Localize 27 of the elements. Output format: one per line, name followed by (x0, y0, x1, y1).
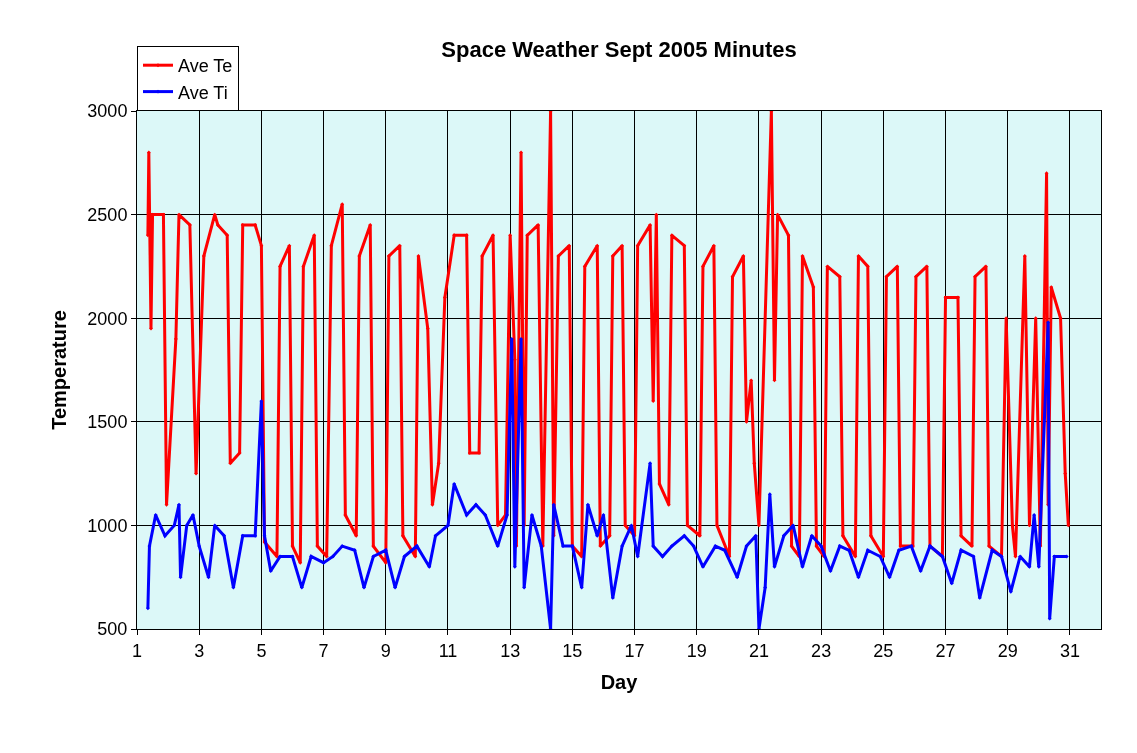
legend-label: Ave Te (178, 56, 233, 77)
x-axis-title: Day (600, 671, 639, 694)
x-tick-label: 13 (500, 640, 521, 661)
y-tick-label: 500 (97, 619, 128, 640)
chart-title: Space Weather Sept 2005 Minutes (441, 36, 797, 62)
y-tick-label: 2500 (87, 204, 128, 225)
x-tick-label: 23 (811, 640, 832, 661)
x-tick-label: 19 (686, 640, 707, 661)
x-tick-label: 1 (131, 640, 143, 661)
x-tick-label: 17 (624, 640, 645, 661)
x-tick-label: 29 (997, 640, 1018, 661)
y-tick-label: 1000 (87, 515, 128, 536)
x-tick-label: 5 (256, 640, 267, 661)
x-tick-label: 7 (318, 640, 329, 661)
x-tick-label: 21 (748, 640, 769, 661)
x-tick-label: 11 (438, 640, 458, 661)
x-tick-label: 15 (562, 640, 583, 661)
legend-label: Ave Ti (178, 82, 228, 103)
x-tick-label: 3 (194, 640, 205, 661)
x-tick-label: 9 (380, 640, 391, 661)
x-tick-label: 25 (873, 640, 894, 661)
x-tick-label: 27 (935, 640, 956, 661)
y-tick-label: 3000 (87, 101, 128, 122)
y-tick-label: 2000 (87, 308, 128, 329)
y-axis-title: Temperature (47, 310, 70, 430)
x-tick-label: 31 (1059, 640, 1080, 661)
y-tick-label: 1500 (87, 412, 128, 433)
